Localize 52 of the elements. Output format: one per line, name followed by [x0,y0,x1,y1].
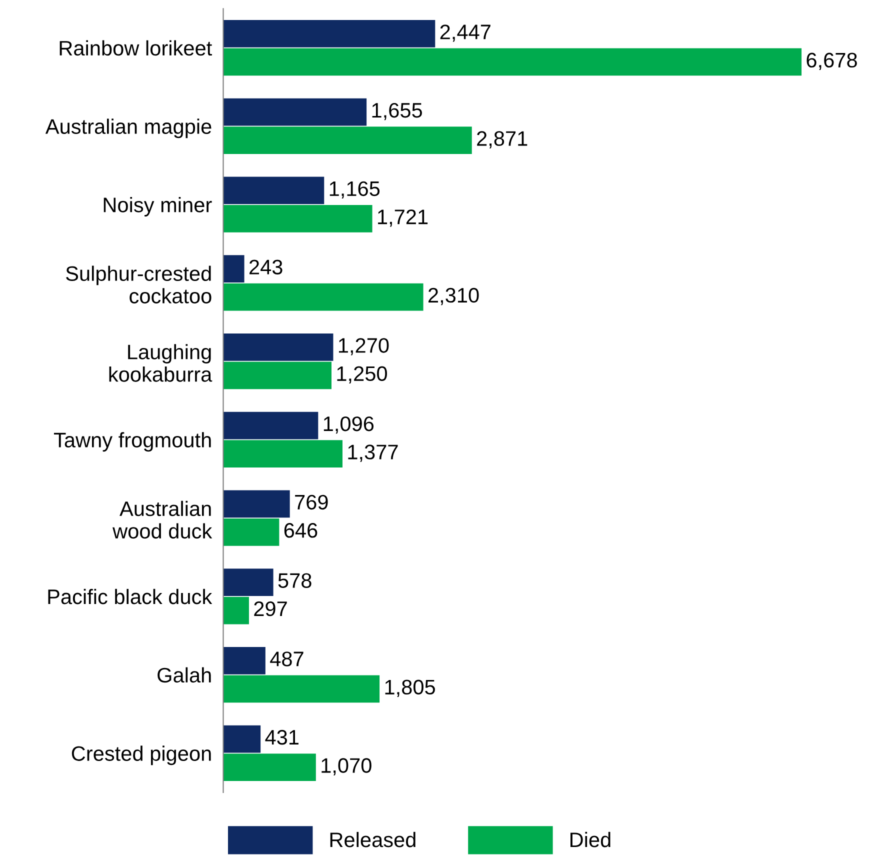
data-label: 2,871 [477,131,528,148]
data-label: 646 [284,523,318,538]
bar [223,596,249,624]
data-label: 578 [278,573,312,588]
data-label: 1,250 [337,366,387,384]
y-tick-label: Pacific black duck [48,588,212,604]
y-tick-label: Noisy miner [104,197,212,216]
data-label: 431 [265,730,298,745]
y-tick-label: Australian wood duck [112,500,212,539]
y-tick-label: Rainbow lorikeet [60,40,212,56]
data-label: 1,655 [372,102,422,120]
bar [223,518,280,546]
data-label: 1,377 [348,444,398,462]
bar [223,440,342,468]
bar [223,412,318,440]
legend-label: Died [570,832,610,848]
bar [223,490,290,518]
bar [223,98,367,126]
y-tick-label: Galah [158,667,211,683]
data-label: 769 [295,494,328,510]
y-tick-label: Sulphur-crested cockatoo [66,266,212,304]
data-label: 1,805 [385,680,435,697]
bar [223,48,802,76]
data-label: 487 [270,652,304,666]
data-label: 2,447 [440,24,490,42]
bar [223,334,334,361]
data-label: 297 [254,601,287,616]
bar [223,205,372,232]
data-label: 243 [250,260,282,274]
bar [223,647,266,674]
bar [223,283,424,311]
bar [223,255,244,283]
bar [223,754,316,781]
bar [223,725,261,753]
y-tick-label: Laughing kookaburra [109,344,212,382]
legend-label: Released [330,832,416,848]
data-label: 2,310 [428,288,479,306]
data-label: 1,270 [338,338,389,356]
bar [223,675,380,703]
bar [223,568,274,596]
y-tick-label: Crested pigeon [72,746,211,766]
data-label: 1,721 [378,210,428,227]
bar [223,126,472,154]
bar [223,362,332,390]
bar [223,176,324,204]
data-label: 1,096 [324,416,374,434]
y-tick-label: Australian magpie [45,118,212,138]
y-tick-label: Tawny frogmouth [54,432,211,452]
bar [223,20,436,48]
data-label: 1,070 [322,758,372,776]
data-label: 6,678 [806,52,857,70]
data-label: 1,165 [330,181,380,199]
